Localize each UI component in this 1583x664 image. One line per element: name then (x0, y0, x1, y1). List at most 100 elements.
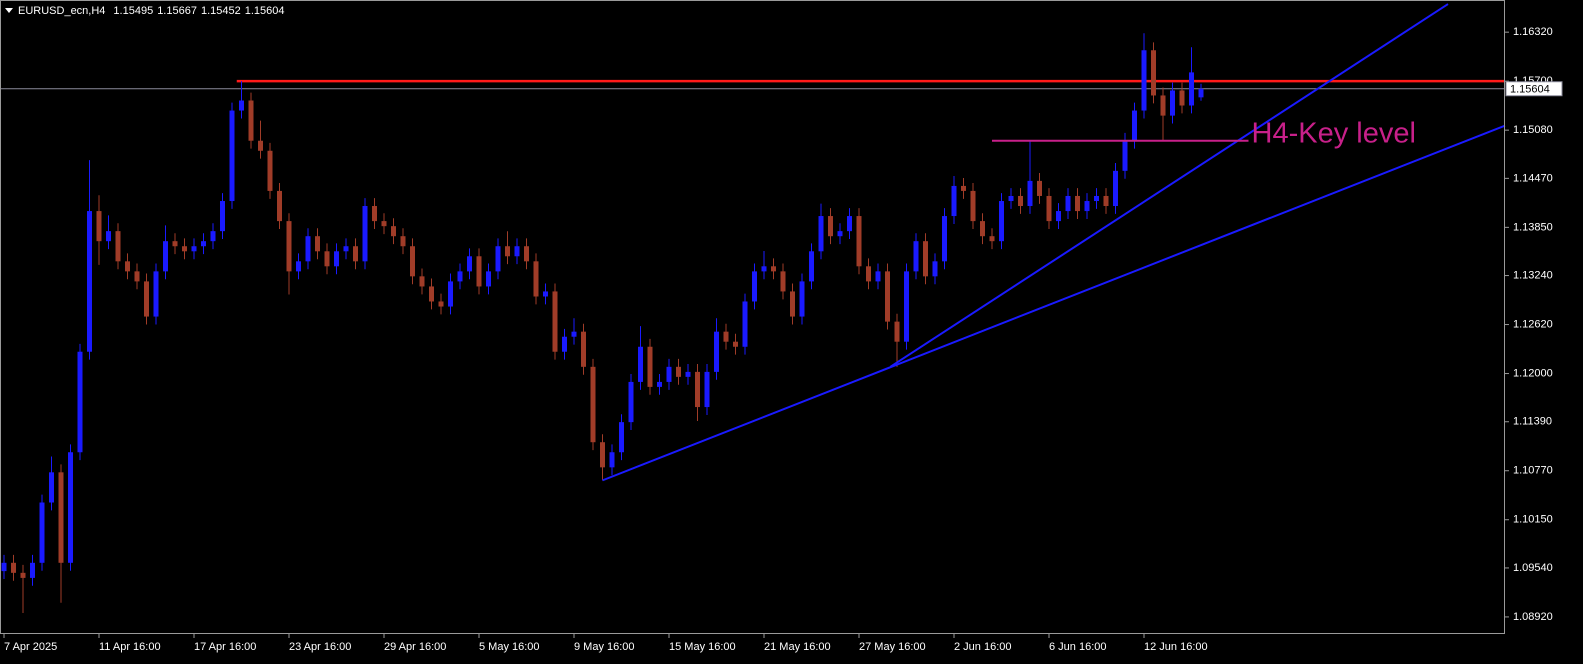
candle-body (201, 241, 206, 247)
y-tick-label: 1.13850 (1513, 221, 1553, 233)
candle-body (1122, 140, 1128, 171)
candle-body (904, 271, 909, 342)
candle-body (258, 140, 263, 151)
candle-body (1132, 110, 1137, 141)
trendline (889, 3, 1449, 368)
candle-body (742, 301, 748, 347)
candle-body (989, 236, 995, 242)
x-tick-label: 12 Jun 16:00 (1144, 641, 1208, 653)
candle-body (837, 231, 843, 237)
candle-body (1103, 195, 1109, 207)
candle-body (495, 246, 501, 272)
price-box (1505, 81, 1563, 97)
candle-body (685, 371, 691, 377)
candle-body (134, 271, 140, 282)
candle-body (448, 281, 453, 307)
candle-body (1075, 195, 1080, 212)
y-tick-label: 1.11390 (1513, 416, 1552, 428)
y-tick-label: 1.10150 (1513, 514, 1553, 526)
candle-body (467, 256, 472, 272)
candle-body (1189, 72, 1194, 106)
candle-body (267, 150, 273, 191)
x-tick-label: 29 Apr 16:00 (384, 641, 446, 653)
candle-body (144, 281, 149, 317)
candle-body (733, 341, 738, 347)
candle-body (552, 291, 558, 352)
candle-body (771, 266, 776, 272)
x-tick-label: 7 Apr 2025 (4, 641, 57, 653)
candle-body (657, 381, 662, 387)
candle-body (77, 351, 83, 453)
y-tick-label: 1.15080 (1513, 124, 1553, 136)
candle-body (381, 221, 387, 227)
plot-border (0, 0, 1505, 634)
y-tick-label: 1.09540 (1513, 562, 1553, 574)
candle-body (932, 261, 938, 277)
candle-body (780, 271, 786, 292)
menu-arrow[interactable] (5, 8, 13, 13)
y-tick-label: 1.12620 (1513, 318, 1553, 330)
candle-body (106, 231, 111, 242)
candle-body (58, 472, 64, 563)
candle-body (334, 251, 339, 267)
candle-body (752, 271, 757, 302)
candle-body (11, 562, 16, 573)
candle-body (1160, 95, 1166, 116)
candle-body (286, 221, 292, 272)
candle-body (571, 331, 577, 337)
candle-body (714, 331, 719, 372)
candle-body (125, 261, 130, 272)
candle-body (239, 100, 244, 111)
candle-body (419, 276, 425, 287)
candle-body (866, 266, 871, 282)
x-tick-label: 27 May 16:00 (859, 641, 926, 653)
candle-body (429, 286, 434, 302)
candle-body (847, 216, 852, 232)
candle-body (761, 266, 767, 272)
candle-body (1084, 201, 1090, 212)
candle-body (1170, 90, 1175, 116)
x-tick-label: 6 Jun 16:00 (1049, 641, 1107, 653)
low-value: 1.15452 (201, 5, 241, 17)
candle-body (353, 246, 358, 262)
candle-body (961, 185, 966, 191)
candle-body (87, 211, 92, 352)
candle-body (30, 562, 35, 578)
candle-body (49, 472, 54, 503)
candle-body (894, 321, 900, 342)
candle-body (676, 366, 681, 377)
candle-body (153, 271, 159, 317)
candle-body (96, 211, 102, 242)
candle-body (828, 216, 833, 237)
x-tick-label: 23 Apr 16:00 (289, 641, 351, 653)
y-tick-label: 1.14470 (1513, 172, 1553, 184)
candle-body (1198, 88, 1204, 98)
candle-body (372, 206, 377, 222)
candle-body (315, 236, 320, 252)
candle-body (790, 291, 795, 317)
candle-body (277, 190, 282, 222)
price-box-label: 1.15604 (1510, 84, 1550, 96)
candle-body (600, 442, 605, 468)
candle-body (695, 371, 700, 408)
plot-area (0, 3, 1506, 613)
trendline (602, 124, 1506, 482)
candle-body (923, 241, 928, 277)
candle-body (562, 336, 567, 352)
candle-body (438, 301, 444, 307)
candle-body (543, 291, 548, 297)
candle-body (210, 231, 216, 242)
x-tick-label: 11 Apr 16:00 (99, 641, 161, 653)
candle-body (970, 190, 976, 222)
candle-body (856, 216, 862, 267)
candle-body (1113, 170, 1118, 207)
candle-body (524, 246, 529, 262)
candle-body (115, 231, 121, 262)
candle-body (229, 110, 235, 202)
candle-body (581, 331, 586, 367)
candle-body (391, 226, 396, 237)
y-tick-label: 1.08920 (1513, 611, 1553, 623)
candle-body (885, 271, 890, 322)
candle-body (324, 251, 330, 267)
